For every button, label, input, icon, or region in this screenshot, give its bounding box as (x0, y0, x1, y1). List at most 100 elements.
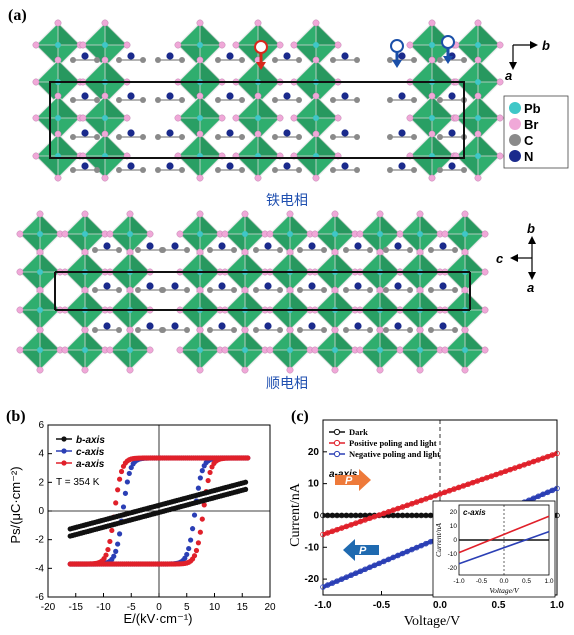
x-tick-label: 15 (237, 602, 249, 613)
br-atom (55, 131, 61, 137)
organic-cation (215, 52, 245, 63)
br-atom (197, 93, 203, 99)
y-tick-label: 10 (308, 479, 320, 490)
x-tick-label: 1.0 (550, 600, 564, 611)
c-atom (94, 134, 100, 140)
y-tick-label: 0 (313, 510, 319, 521)
br-atom (197, 211, 203, 217)
c-atom (383, 247, 389, 253)
c-atom (297, 247, 303, 253)
br-atom (277, 115, 283, 121)
br-atom (497, 153, 503, 159)
c-atom (367, 247, 373, 253)
y-axis-label-c: Current/nA (288, 482, 303, 547)
legend-label: Dark (349, 427, 368, 437)
br-atom (377, 367, 383, 373)
br-atom (357, 231, 363, 237)
n-atom (127, 92, 134, 99)
inset-y-tick-label: 20 (450, 509, 458, 516)
axes-indicator-bottom: b c a (496, 221, 536, 295)
br-atom (197, 327, 203, 333)
c-atom (155, 167, 161, 173)
n-atom (103, 282, 110, 289)
inset-y-tick-label: -10 (448, 551, 458, 558)
c-atom (383, 287, 389, 293)
c-atom (215, 134, 221, 140)
c-atom (330, 167, 336, 173)
br-atom (242, 249, 248, 255)
octahedron (177, 327, 223, 373)
br-atom (127, 287, 133, 293)
inset-x-tick-label: -1.0 (453, 578, 465, 585)
br-atom (429, 57, 435, 63)
br-atom (127, 249, 133, 255)
data-point (186, 546, 191, 551)
c-atom (428, 327, 434, 333)
c-atom (155, 97, 161, 103)
br-atom (147, 231, 153, 237)
n-atom (439, 242, 446, 249)
n-atom (81, 162, 88, 169)
c-atom (215, 57, 221, 63)
organic-cation (155, 52, 185, 63)
br-atom (313, 93, 319, 99)
br-atom (475, 131, 481, 137)
br-atom (287, 249, 293, 255)
data-point (117, 531, 122, 536)
panel-c-label: (c) (291, 408, 309, 425)
br-atom (197, 20, 203, 26)
n-atom (81, 129, 88, 136)
inset-y-label: Current/nA (434, 523, 443, 557)
axis-b-label-bottom: b (527, 221, 535, 236)
y-tick-label: -2 (35, 535, 44, 546)
br-atom (102, 131, 108, 137)
br-atom (453, 115, 459, 121)
data-point (127, 471, 132, 476)
data-point (123, 491, 128, 496)
octahedron (453, 131, 503, 181)
polarization-arrow-negative: P (343, 539, 379, 561)
br-atom (82, 367, 88, 373)
data-point (196, 486, 201, 491)
n-atom (448, 92, 455, 99)
n-atom (171, 322, 178, 329)
n-atom (341, 92, 348, 99)
organic-cation (387, 129, 417, 140)
br-atom (175, 115, 181, 121)
c-atom (437, 97, 443, 103)
c-atom (92, 247, 98, 253)
inset-x-label: Voltage/V (489, 586, 520, 595)
c-atom (343, 327, 349, 333)
br-atom (255, 131, 261, 137)
br-atom (197, 367, 203, 373)
c-atom (387, 167, 393, 173)
c-atom (140, 57, 146, 63)
c-atom (116, 167, 122, 173)
br-atom (335, 42, 341, 48)
c-atom (383, 327, 389, 333)
panel-b: (b) -20 -15 -10 -5 0 5 10 15 20 -6 -4 -2 0 2 4 6 b-axis c… (0, 405, 287, 630)
br-atom (127, 367, 133, 373)
octahedron (267, 327, 313, 373)
br-atom (197, 175, 203, 181)
legend-entry: a-axis (56, 459, 105, 470)
br-atom (124, 42, 130, 48)
c-atom (343, 287, 349, 293)
c-atom (411, 134, 417, 140)
br-atom (277, 42, 283, 48)
c-atom (70, 57, 76, 63)
organic-cation (116, 52, 146, 63)
iv-chart: (c) -1.0 -0.5 0.0 0.5 1.0-20-1001020DarkPosi… (287, 405, 574, 630)
c-atom (116, 134, 122, 140)
br-atom (233, 115, 239, 121)
c-atom (428, 247, 434, 253)
iv-plot-area: -1.0 -0.5 0.0 0.5 1.0-20-1001020DarkPositive… (305, 420, 565, 611)
n-atom (226, 162, 233, 169)
organic-cation (253, 242, 283, 253)
c-atom (155, 57, 161, 63)
c-atom (296, 167, 302, 173)
c-atom (437, 167, 443, 173)
br-atom (242, 287, 248, 293)
br-atom (377, 249, 383, 255)
organic-cation (383, 322, 413, 333)
